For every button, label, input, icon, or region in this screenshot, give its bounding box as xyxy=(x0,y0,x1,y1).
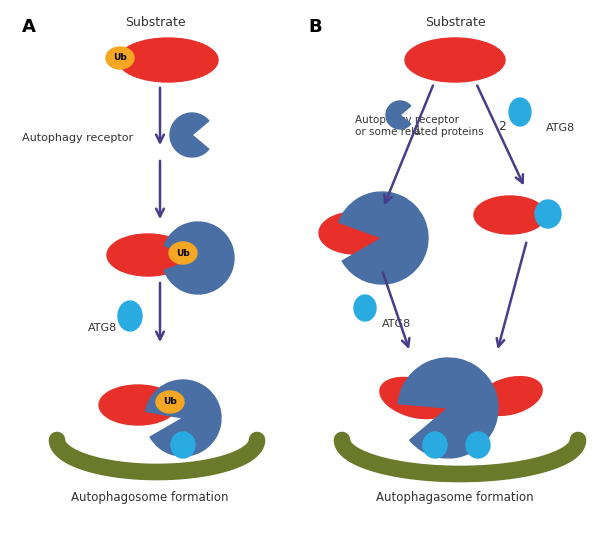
Ellipse shape xyxy=(474,196,546,234)
Text: Autophagasome formation: Autophagasome formation xyxy=(376,491,534,505)
Wedge shape xyxy=(386,101,411,129)
Ellipse shape xyxy=(156,391,184,413)
Ellipse shape xyxy=(118,38,218,82)
Text: Substrate: Substrate xyxy=(125,15,185,29)
Ellipse shape xyxy=(535,200,561,228)
Wedge shape xyxy=(170,113,209,157)
Text: ATG8: ATG8 xyxy=(382,319,411,329)
Text: Autophagy receptor: Autophagy receptor xyxy=(22,133,134,143)
Text: 2: 2 xyxy=(498,120,506,132)
Text: ATG8: ATG8 xyxy=(546,123,575,133)
Ellipse shape xyxy=(466,432,490,458)
Ellipse shape xyxy=(106,47,134,69)
Text: 1: 1 xyxy=(414,124,422,137)
Text: B: B xyxy=(308,18,322,36)
Ellipse shape xyxy=(169,242,197,264)
Ellipse shape xyxy=(423,432,447,458)
Ellipse shape xyxy=(118,301,142,331)
Ellipse shape xyxy=(405,38,505,82)
Text: Autophagosome formation: Autophagosome formation xyxy=(71,491,229,505)
Text: A: A xyxy=(22,18,36,36)
Ellipse shape xyxy=(478,377,542,416)
Wedge shape xyxy=(146,380,221,456)
Ellipse shape xyxy=(380,377,450,418)
Wedge shape xyxy=(339,192,428,284)
Ellipse shape xyxy=(107,234,189,276)
Text: Ub: Ub xyxy=(176,249,190,257)
Ellipse shape xyxy=(319,212,391,254)
Ellipse shape xyxy=(354,295,376,321)
Text: Ub: Ub xyxy=(163,397,177,406)
Wedge shape xyxy=(398,358,498,458)
Text: Ub: Ub xyxy=(113,53,127,63)
Ellipse shape xyxy=(99,385,177,425)
Ellipse shape xyxy=(171,432,195,458)
Text: Autophagy receptor
or some related proteins: Autophagy receptor or some related prote… xyxy=(355,115,484,137)
Wedge shape xyxy=(164,222,234,294)
Text: Substrate: Substrate xyxy=(425,15,485,29)
Text: ATG8: ATG8 xyxy=(88,323,117,333)
Ellipse shape xyxy=(509,98,531,126)
